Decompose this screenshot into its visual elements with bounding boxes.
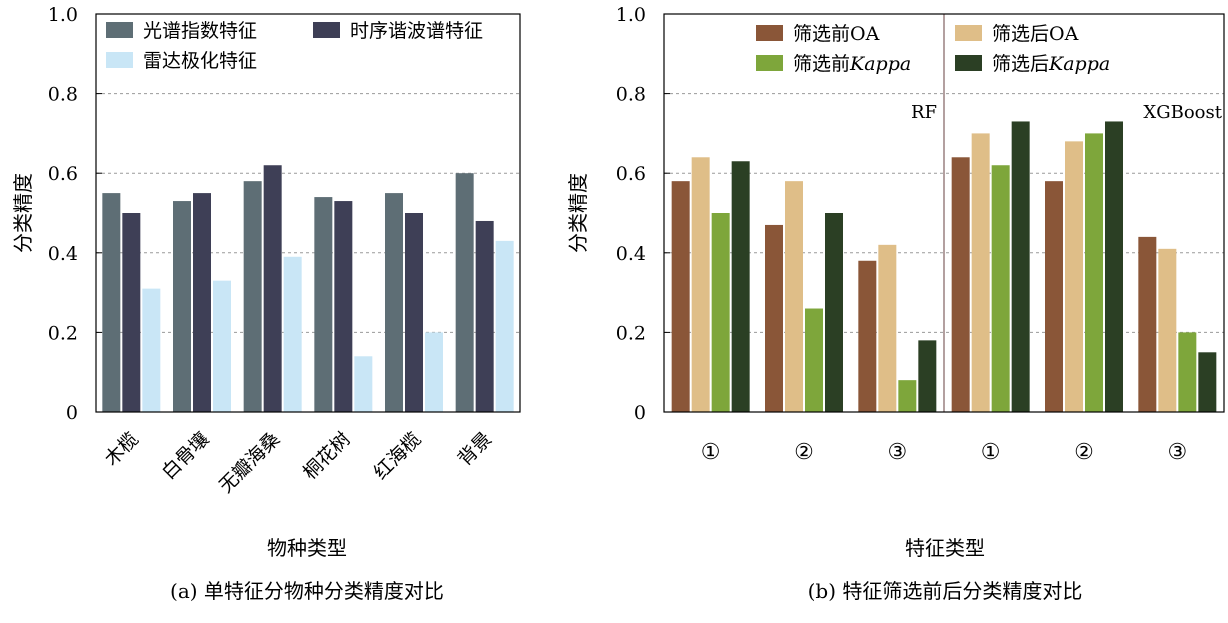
panel-b-bar [991,165,1010,412]
panel-b-category-label: ③ [1167,440,1187,465]
panel-b-bar [691,157,710,412]
panel-b-bar [951,157,970,412]
panel-b-bar [731,161,750,412]
panel-b-bar [1065,141,1083,413]
panel-a-plot: 0 0.2 0.4 0.6 0.8 1.0 木榄 白骨壤 无瓣海桑 桐花树 红海榄 背景 光谱指数特征 时… [48,4,521,497]
panel-a-bar [122,213,141,412]
panel-a-bar [385,193,403,412]
panel-a-category-label: 桐花树 [299,428,355,484]
panel-b-category-label: ② [794,440,814,465]
panel-b-plot: 0 0.2 0.4 0.6 0.8 1.0 ① ② ③ ① ② ③ 筛选前OA 筛选后OA 筛选前Kappa… [616,4,1225,465]
panel-b-group-label-xgboost: XGBoost [1143,102,1222,123]
panel-a-bar [173,201,191,412]
panel-b-y-tick-label: 0.2 [616,322,646,344]
panel-b-bar [785,181,803,412]
panel-a-bar [334,201,353,412]
panel-a-y-axis-title: 分类精度 [11,173,35,253]
panel-b-bar [711,213,730,412]
panel-b-bar [1158,248,1177,412]
panel-a-bar [405,213,423,412]
panel-a-bar [283,256,302,412]
panel-b-group-label-rf: RF [911,102,937,123]
panel-b-legend-label: 筛选前OA [793,23,880,45]
panel-a-category-label: 木榄 [100,428,142,470]
panel-a-x-axis-title: 物种类型 [267,536,347,560]
panel-a-y-tick-label: 0.6 [48,163,78,185]
panel-b-legend-swatch [955,55,982,71]
panel-a-category-label: 白骨壤 [158,428,214,484]
panel-b-bar [1138,236,1157,412]
panel-b-category-label: ③ [887,440,907,465]
panel-b-bar [878,244,897,412]
panel-b-bar [1011,121,1030,413]
panel-b-category-label: ① [701,440,721,465]
panel-a-y-tick-label: 0.8 [48,84,78,106]
panel-a-legend-label: 雷达极化特征 [143,50,257,72]
panel-a-bar [193,193,211,412]
panel-b-bar [1198,352,1217,412]
panel-a-category-label: 红海榄 [370,428,426,484]
panel-b-legend-swatch [955,25,982,41]
panel-a-y-tick-label: 0.4 [48,243,78,265]
panel-b-y-tick-label: 1.0 [616,4,646,26]
panel-a-category-label: 无瓣海桑 [215,428,284,497]
panel-b-bar [671,181,690,412]
panel-b-legend-label: 筛选后Kappa [992,53,1110,75]
panel-a-legend-label: 光谱指数特征 [143,20,257,42]
panel-b-y-axis-title: 分类精度 [566,173,590,253]
panel-b-bar [1045,181,1063,412]
panel-b-bar [918,340,937,412]
panel-b-bar [765,224,783,412]
panel-a-bar [425,332,443,412]
panel-b-bar [825,213,843,412]
panel-b-legend-swatch [756,55,783,71]
panel-b-caption: (b) 特征筛选前后分类精度对比 [808,579,1083,603]
panel-a-category-label: 背景 [454,428,496,470]
panel-b-y-tick-label: 0 [634,402,646,424]
panel-a-legend-label: 时序谐波谱特征 [350,20,483,42]
panel-b-legend-swatch [756,25,783,41]
panel-a-bar [243,181,262,412]
panel-b-y-tick-label: 0.4 [616,243,646,265]
panel-b-bar [1178,332,1197,412]
panel-b-bar [1085,133,1103,412]
panel-a-bar [475,220,494,412]
panel-b-y-tick-label: 0.8 [616,84,646,106]
panel-b-legend-label: 筛选前Kappa [793,53,911,75]
panel-a-bar [314,197,333,412]
panel-a-frame [95,13,521,413]
panel-b-bar [1105,121,1123,413]
panel-a-bar [263,165,282,412]
panel-b-x-axis-title: 特征类型 [905,536,985,560]
panel-b-category-label: ① [981,440,1001,465]
panel-a-y-tick-label: 1.0 [48,4,78,26]
panel-a-bar [354,356,373,412]
panel-b-bar [971,133,990,412]
panel-a-bar [455,173,474,412]
panel-a-legend-swatch [313,22,340,38]
panel-b-category-label: ② [1074,440,1094,465]
panel-a-legend-swatch [106,52,133,68]
panel-a-bar [102,193,121,412]
panel-a-y-tick-label: 0.2 [48,322,78,344]
panel-a-bar [142,288,161,412]
panel-a-bar [213,280,231,412]
panel-a-legend-swatch [106,22,133,38]
panel-b-legend-label: 筛选后OA [992,23,1079,45]
panel-b-bar [858,260,877,412]
panel-a-bar [495,240,514,412]
panel-a-caption: (a) 单特征分物种分类精度对比 [170,579,444,603]
panel-a-y-tick-label: 0 [66,402,78,424]
panel-b-bar [805,308,823,412]
panel-b-frame [663,13,1225,413]
panel-b-y-tick-label: 0.6 [616,163,646,185]
panel-b-bar [898,380,917,412]
